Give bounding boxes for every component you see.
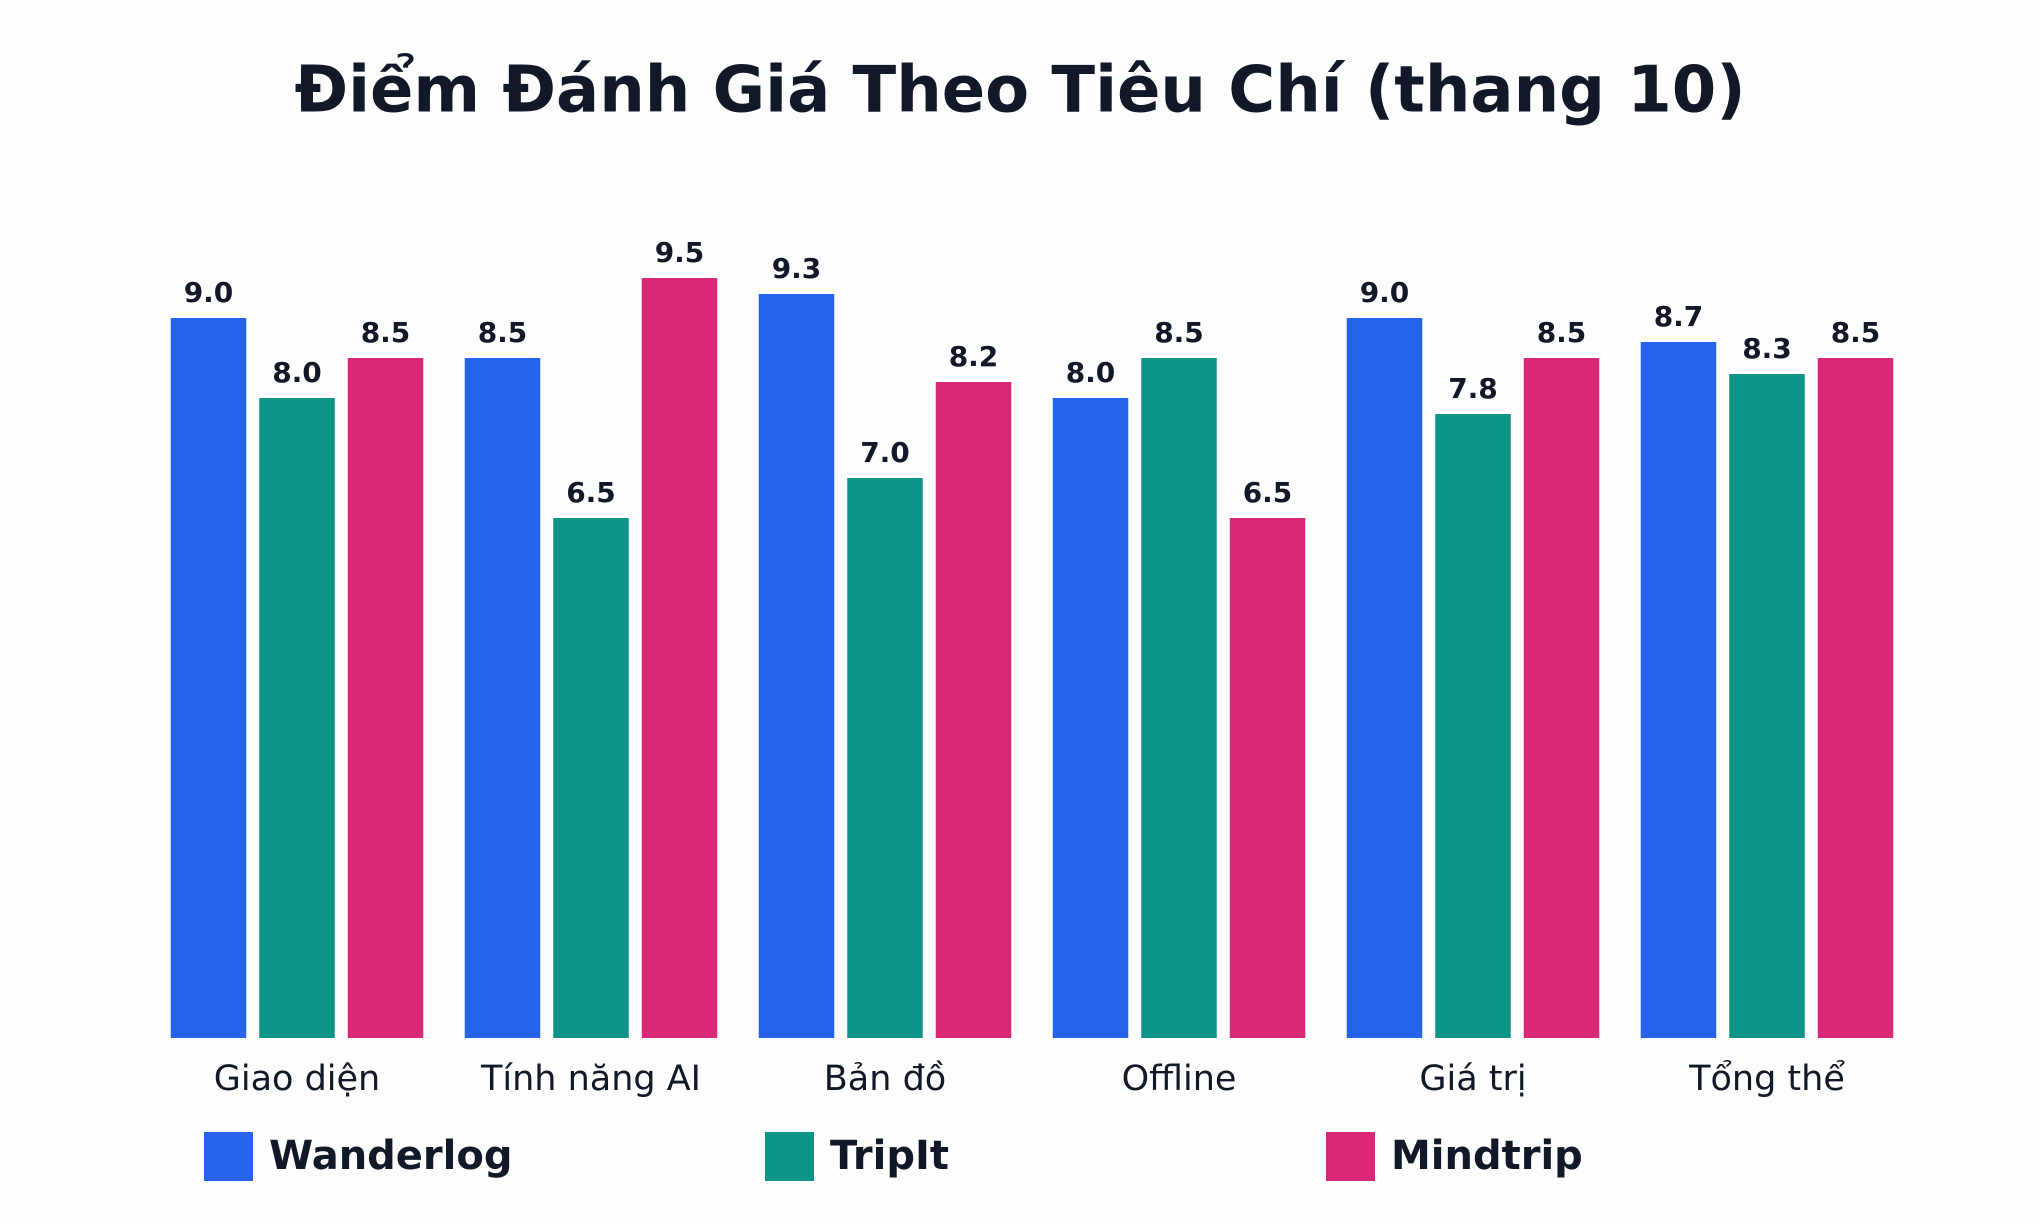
bar bbox=[847, 478, 923, 1038]
value-label: 8.5 bbox=[1537, 316, 1587, 349]
value-label: 8.7 bbox=[1654, 300, 1704, 333]
legend-swatch bbox=[204, 1132, 253, 1181]
value-label: 7.8 bbox=[1448, 372, 1498, 405]
value-label: 8.0 bbox=[272, 356, 322, 389]
legend-swatch bbox=[765, 1132, 814, 1181]
value-label: 7.0 bbox=[860, 436, 910, 469]
value-label: 9.0 bbox=[184, 276, 234, 309]
bar bbox=[758, 294, 835, 1038]
value-label: 8.5 bbox=[1154, 316, 1204, 349]
bar bbox=[1640, 342, 1717, 1038]
chart-title: Điểm Đánh Giá Theo Tiêu Chí (thang 10) bbox=[294, 53, 1745, 128]
bar bbox=[935, 382, 1012, 1038]
bar bbox=[1729, 374, 1805, 1038]
bar bbox=[1523, 358, 1600, 1038]
bar bbox=[1435, 414, 1511, 1038]
x-tick-label: Bản đồ bbox=[824, 1059, 946, 1099]
x-tick-label: Tổng thể bbox=[1688, 1058, 1845, 1099]
bar bbox=[347, 358, 424, 1038]
bar bbox=[464, 358, 541, 1038]
bar bbox=[1229, 518, 1306, 1038]
value-label: 8.5 bbox=[361, 316, 411, 349]
x-tick-label: Giá trị bbox=[1419, 1059, 1526, 1099]
x-tick-label: Offline bbox=[1122, 1059, 1237, 1099]
value-label: 8.5 bbox=[478, 316, 528, 349]
value-label: 8.3 bbox=[1742, 332, 1792, 365]
value-label: 9.5 bbox=[655, 236, 705, 269]
bar bbox=[553, 518, 629, 1038]
legend-label: Wanderlog bbox=[269, 1133, 512, 1179]
value-label: 9.0 bbox=[1360, 276, 1410, 309]
value-label: 8.5 bbox=[1831, 316, 1881, 349]
value-label: 8.2 bbox=[949, 340, 999, 373]
legend-swatch bbox=[1326, 1132, 1375, 1181]
value-label: 9.3 bbox=[772, 252, 822, 285]
value-label: 8.0 bbox=[1066, 356, 1116, 389]
legend-label: TripIt bbox=[830, 1133, 949, 1179]
x-tick-label: Tính năng AI bbox=[480, 1059, 701, 1099]
bar bbox=[1052, 398, 1129, 1038]
x-tick-label: Giao diện bbox=[214, 1059, 381, 1099]
bar bbox=[641, 278, 718, 1038]
bar bbox=[1817, 358, 1894, 1038]
legend-label: Mindtrip bbox=[1391, 1133, 1583, 1179]
bar bbox=[170, 318, 247, 1038]
value-label: 6.5 bbox=[1243, 476, 1293, 509]
bar bbox=[1346, 318, 1423, 1038]
value-label: 6.5 bbox=[566, 476, 616, 509]
bar bbox=[1141, 358, 1217, 1038]
bar bbox=[259, 398, 335, 1038]
